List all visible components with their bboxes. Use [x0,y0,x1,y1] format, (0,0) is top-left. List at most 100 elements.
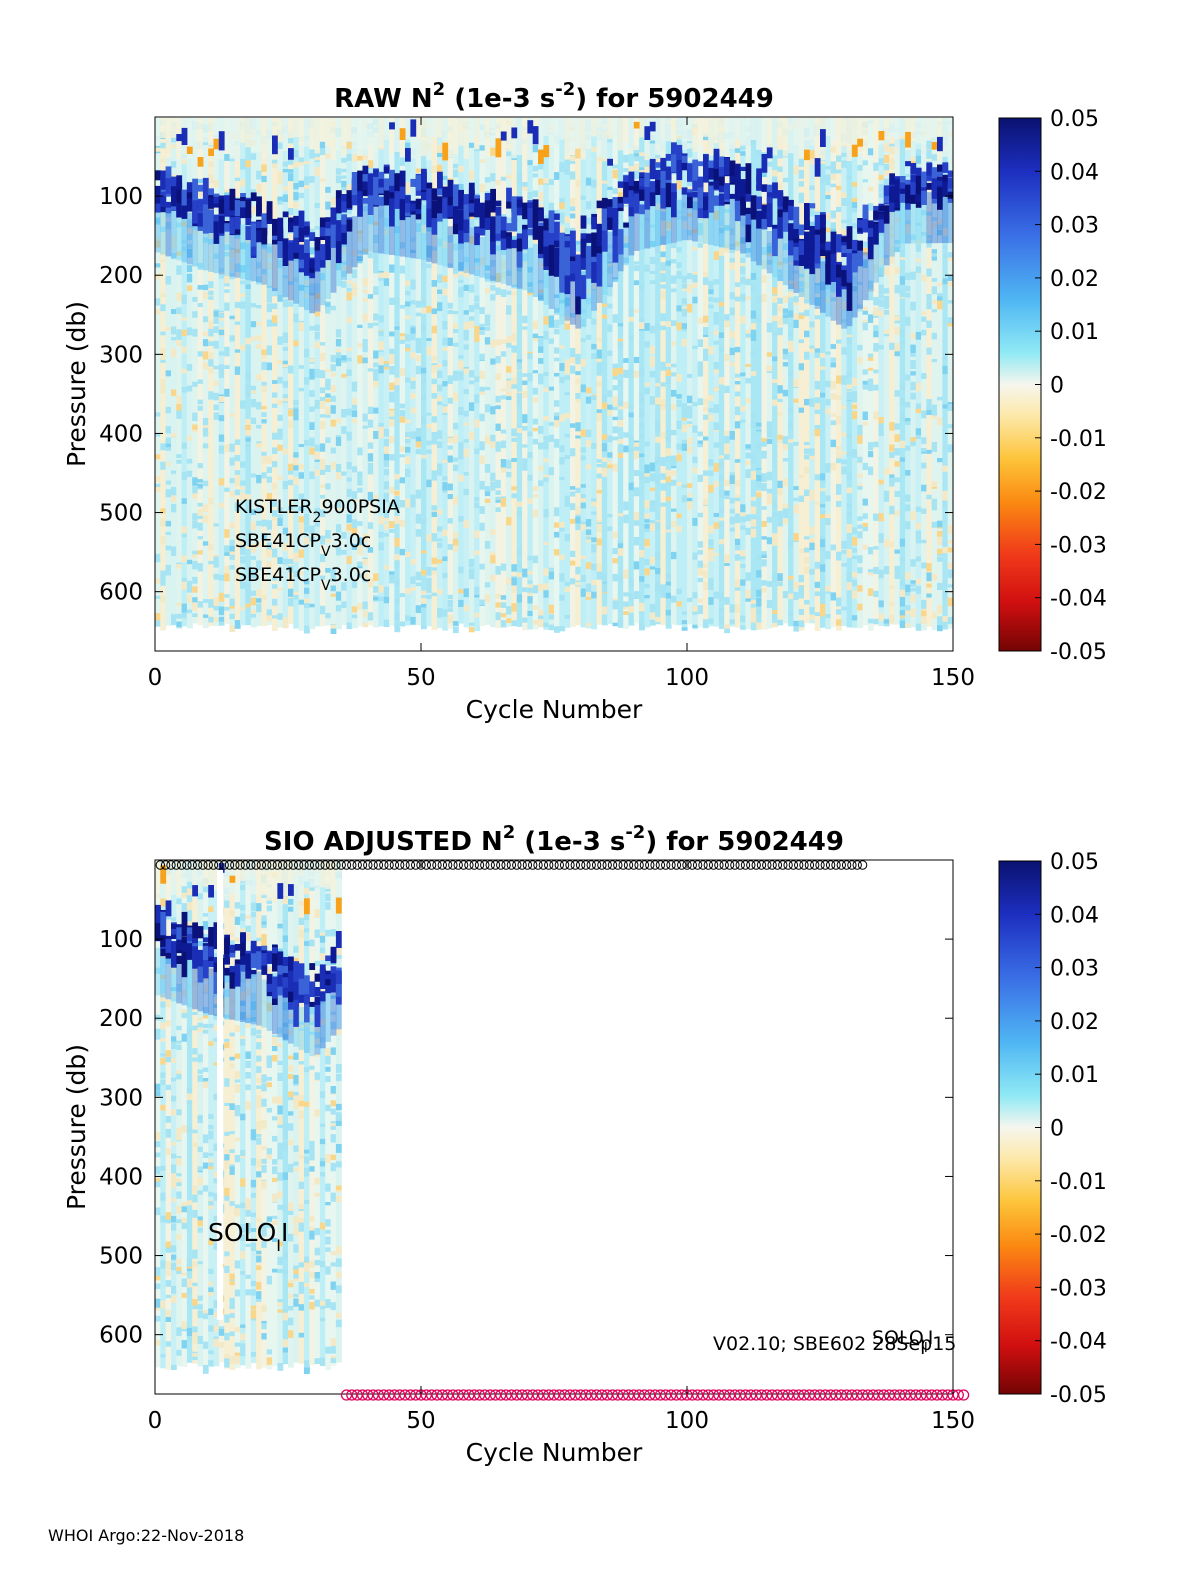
profile-column [442,118,449,631]
n2-cell [256,262,262,269]
n2-cell [766,438,773,444]
n2-cell [655,203,661,210]
n2-cell [160,118,167,139]
n2-cell [570,230,576,256]
n2-cell [293,277,300,282]
n2-cell [240,202,246,219]
n2-cell [463,329,470,338]
n2-cell [532,214,539,240]
n2-cell [256,443,262,448]
n2-cell [729,198,736,250]
n2-cell [341,185,347,191]
n2-cell [197,212,204,227]
n2-cell [522,568,528,577]
n2-cell [867,353,874,361]
n2-cell [644,519,651,523]
n2-cell [745,514,752,522]
n2-cell [793,504,800,514]
n2-cell [750,273,757,280]
n2-cell [389,391,395,397]
n2-cell [532,438,539,445]
n2-cell [729,619,736,625]
n2-cell [548,469,555,476]
n2-cell [931,404,938,409]
n2-cell [851,204,858,213]
n2-cell [495,490,502,495]
n2-cell [596,571,603,580]
n2-cell [410,118,417,159]
n2-cell [628,593,635,601]
n2-cell [756,622,762,630]
n2-cell [160,170,167,190]
n2-cell [293,408,300,417]
n2-cell [905,292,911,298]
n2-cell [309,118,316,150]
n2-cell [772,613,778,620]
n2-cell [788,439,794,443]
n2-cell [234,228,241,278]
n2-cell [155,433,161,437]
n2-cell [463,368,470,375]
n2-cell [538,178,544,185]
n2-cell [697,598,704,603]
n2-cell [857,435,863,444]
n2-cell [378,171,385,179]
n2-cell [559,198,566,207]
n2-cell [399,181,406,196]
n2-cell [362,357,369,364]
n2-cell [176,613,183,619]
n2-cell [649,204,656,248]
n2-cell [777,435,784,440]
n2-cell [937,616,943,625]
n2-cell [383,492,390,501]
n2-cell [266,542,273,551]
n2-cell [261,385,268,392]
n2-cell [442,360,449,367]
n2-cell [851,404,858,409]
n2-cell [889,255,895,264]
n2-cell [208,148,214,156]
profile-column [298,118,305,631]
n2-cell [458,210,464,231]
n2-cell [942,580,949,588]
n2-cell [522,458,528,466]
n2-cell [671,259,677,264]
n2-cell [836,185,842,190]
n2-cell [628,118,635,154]
n2-cell [846,473,853,481]
n2-cell [793,313,800,320]
n2-cell [341,426,347,434]
n2-cell [814,425,821,431]
n2-cell [596,360,603,369]
n2-cell [516,572,523,578]
n2-cell [703,398,709,405]
n2-cell [186,285,193,291]
n2-cell [809,203,816,209]
n2-cell [750,528,757,538]
n2-cell [186,265,193,272]
n2-cell [218,273,225,279]
n2-cell [873,566,879,574]
n2-cell [341,118,347,156]
profile-column [820,118,826,628]
n2-cell [272,432,278,439]
n2-cell [367,160,374,168]
n2-cell [841,563,848,567]
n2-cell [155,412,161,417]
n2-cell [341,232,347,245]
n2-cell [777,619,784,626]
n2-cell [836,339,842,344]
n2-cell [905,572,911,580]
n2-cell [713,442,720,448]
n2-cell [703,619,709,629]
n2-cell [532,165,539,172]
n2-cell [176,251,183,256]
n2-cell [484,594,491,603]
n2-cell [554,418,560,424]
n2-cell [756,597,762,607]
n2-cell [319,272,326,281]
n2-cell [681,495,688,503]
n2-cell [623,118,629,143]
n2-cell [421,191,427,201]
n2-cell [660,432,667,439]
